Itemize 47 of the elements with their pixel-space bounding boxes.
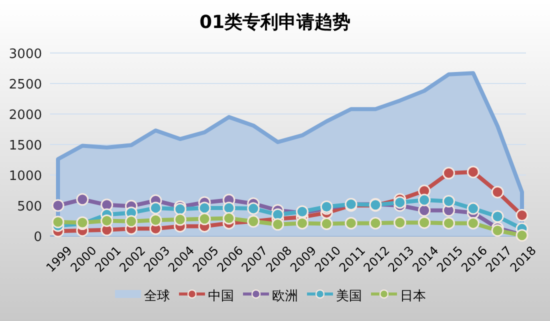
point <box>466 216 480 230</box>
point <box>52 199 64 212</box>
point <box>369 216 382 230</box>
y-tick-label: 2500 <box>8 78 42 92</box>
point <box>442 194 455 208</box>
point <box>466 202 480 215</box>
legend-label: 中国 <box>208 289 234 304</box>
point <box>174 213 186 226</box>
y-tick-label: 0 <box>34 230 42 245</box>
point <box>125 215 138 228</box>
point <box>272 218 284 231</box>
point <box>491 210 504 223</box>
point <box>442 216 455 230</box>
legend-label: 欧洲 <box>272 289 298 304</box>
legend-label: 全球 <box>144 289 170 304</box>
point <box>296 216 308 230</box>
point <box>394 216 406 229</box>
point <box>418 204 431 217</box>
point <box>418 216 431 229</box>
point <box>76 193 89 206</box>
y-tick-label: 1500 <box>8 138 42 154</box>
point <box>516 209 528 222</box>
y-tick-label: 2000 <box>8 108 42 123</box>
point <box>247 202 260 215</box>
point <box>394 196 406 209</box>
point <box>320 218 333 230</box>
y-tick-label: 1000 <box>8 169 42 184</box>
point <box>198 212 211 226</box>
point <box>149 202 162 214</box>
point <box>442 166 455 180</box>
point <box>491 224 504 237</box>
y-tick-label: 3000 <box>8 47 42 62</box>
point <box>52 216 64 228</box>
y-tick-label: 500 <box>17 200 42 214</box>
point <box>222 202 236 214</box>
point <box>149 214 162 226</box>
legend-label: 日本 <box>400 289 426 304</box>
chart-title: 01类专利申请趋势 <box>199 12 351 33</box>
point <box>222 212 236 225</box>
point <box>418 194 431 206</box>
point <box>100 214 114 227</box>
point <box>491 186 504 198</box>
point <box>198 202 211 214</box>
point <box>344 216 358 230</box>
point <box>466 166 480 178</box>
point <box>174 202 186 216</box>
legend-label: 美国 <box>336 288 362 304</box>
